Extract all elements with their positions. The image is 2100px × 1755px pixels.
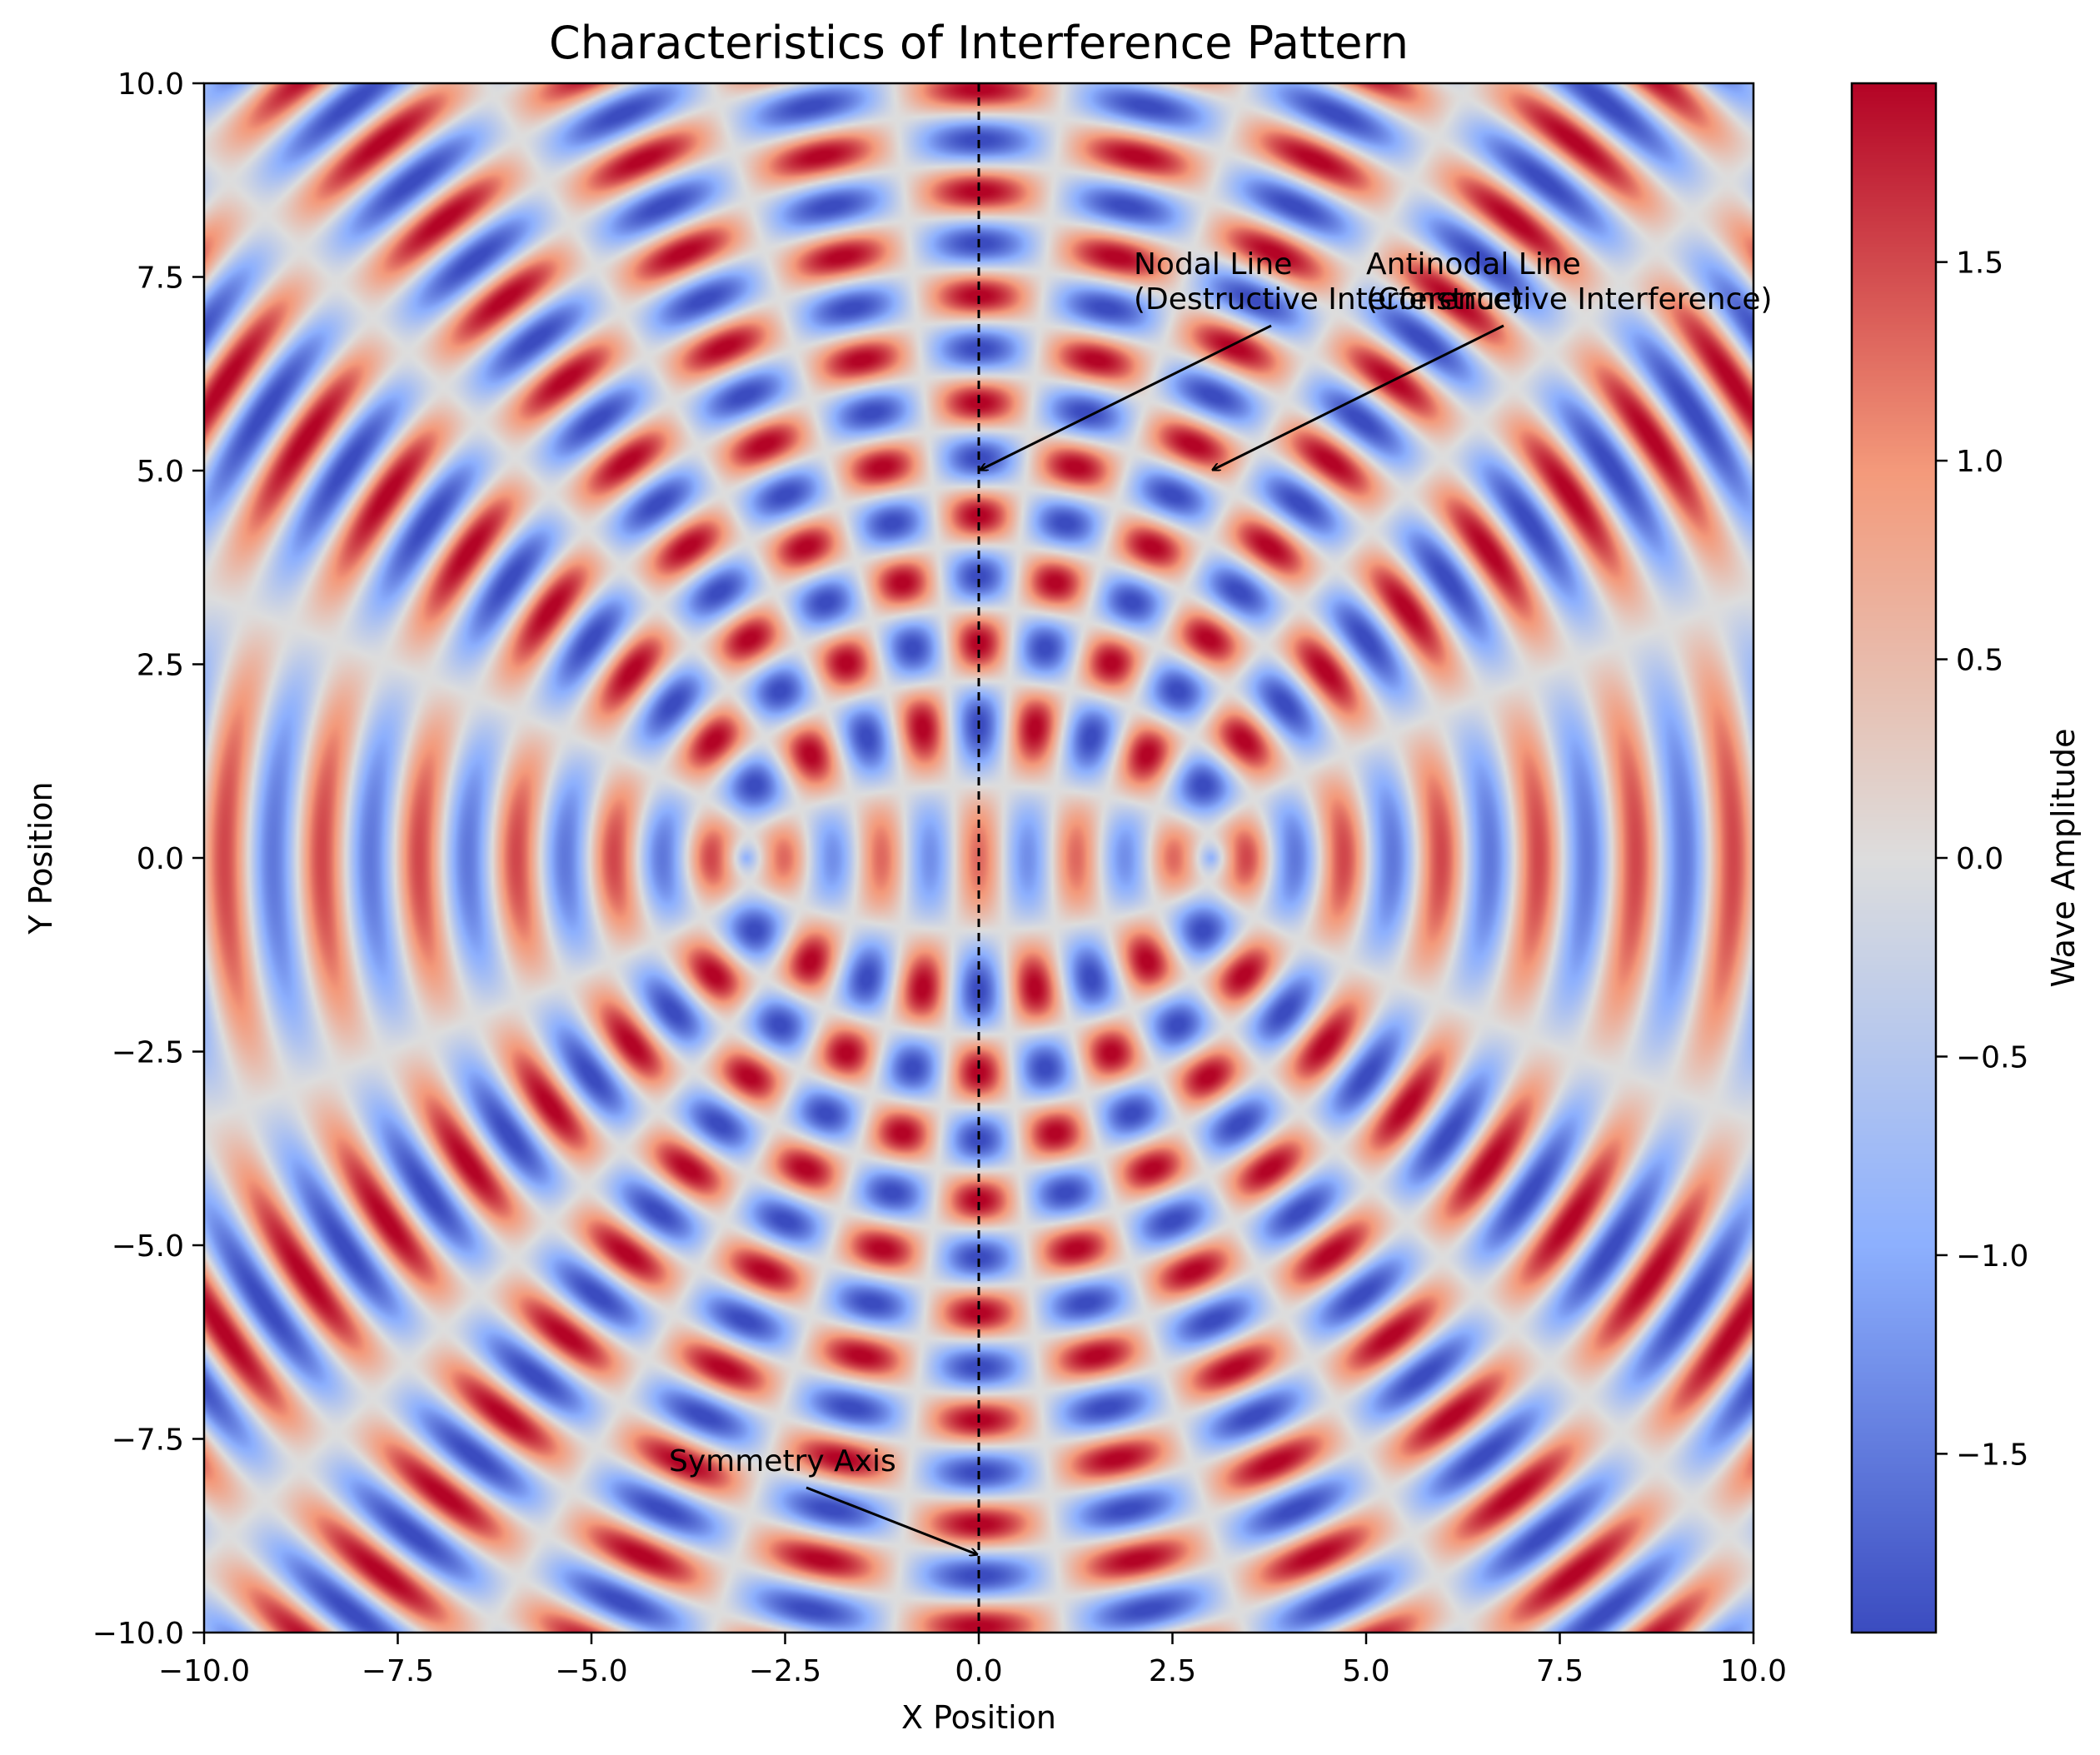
y-tick-label: 7.5 [137,262,184,296]
x-tick-label: −2.5 [749,1654,821,1688]
annotation-text: Nodal Line (Destructive Interference) [1134,247,1524,317]
y-tick-label: 10.0 [117,67,184,102]
annotation-arrow [980,324,1272,470]
annotation-arrow [1213,324,1504,470]
x-tick-label: 7.5 [1536,1654,1584,1688]
y-tick-label: −7.5 [112,1423,184,1458]
y-axis-ticks: −10.0 −7.5 −5.0 −2.5 0.0 2.5 5.0 7.5 10.0 [92,67,204,1651]
y-tick-label: 2.5 [137,649,184,683]
colorbar-tick-label: −1.5 [1956,1438,2028,1472]
x-tick-label: 5.0 [1342,1654,1389,1688]
x-axis-label: X Position [901,1699,1056,1736]
annotation-symmetry-axis: Symmetry Axis [669,1444,977,1554]
colorbar-frame [1850,82,1938,1634]
x-tick-label: 0.0 [955,1654,1002,1688]
x-tick-label: 2.5 [1149,1654,1196,1688]
colorbar-tick-label: 0.5 [1956,644,2003,678]
annotation-nodal-line: Nodal Line (Destructive Interference) [980,247,1524,470]
colorbar-tick-label: −0.5 [1956,1040,2028,1074]
x-tick-label: −7.5 [362,1654,434,1688]
y-tick-label: −10.0 [92,1617,184,1651]
x-tick-label: −10.0 [158,1654,250,1688]
x-axis-ticks: −10.0 −7.5 −5.0 −2.5 0.0 2.5 5.0 7.5 10.0 [158,1633,1787,1688]
colorbar-gradient [1852,83,1936,1633]
colorbar-label: Wave Amplitude [2045,728,2082,987]
annotation-antinodal-line: Antinodal Line (Constructive Interference… [1213,247,1773,470]
chart-title: Characteristics of Interference Pattern [549,17,1409,69]
annotations: Nodal Line (Destructive Interference)Anti… [669,247,1773,1554]
colorbar-tick-label: −1.0 [1956,1239,2028,1274]
colorbar-ticks: −1.5 −1.0 −0.5 0.0 0.5 1.0 1.5 [1936,247,2028,1472]
annotation-text: Antinodal Line (Constructive Interference… [1366,247,1773,317]
annotation-arrow [806,1486,977,1554]
colorbar-tick-label: 1.5 [1956,247,2003,281]
x-tick-label: 10.0 [1720,1654,1787,1688]
colorbar-tick-label: 0.0 [1956,842,2003,876]
colorbar-tick-label: 1.0 [1956,445,2003,479]
y-tick-label: 0.0 [137,842,184,876]
annotation-text: Symmetry Axis [669,1444,896,1478]
y-tick-label: −2.5 [112,1036,184,1070]
y-axis-label: Y Position [22,781,59,935]
y-tick-label: 5.0 [137,455,184,489]
x-tick-label: −5.0 [555,1654,627,1688]
y-tick-label: −5.0 [112,1229,184,1264]
